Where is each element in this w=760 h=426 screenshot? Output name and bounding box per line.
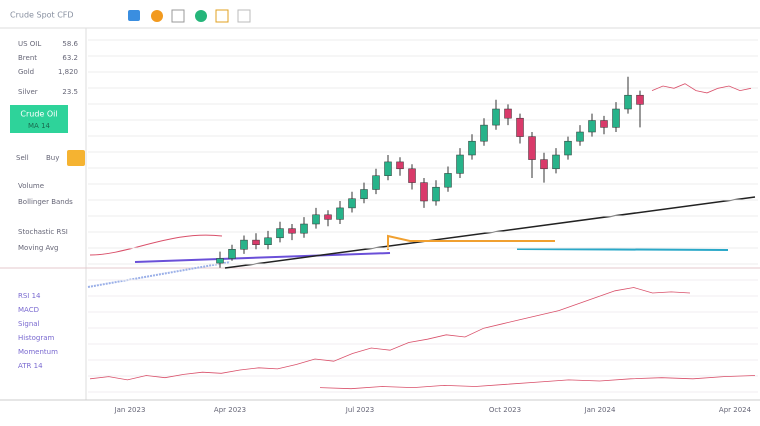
candle-body <box>492 108 500 126</box>
watch-price[interactable]: 23.5 <box>62 88 78 96</box>
indicator-label[interactable]: Signal <box>18 320 40 328</box>
trend-line <box>387 234 555 250</box>
candle-body <box>228 249 236 259</box>
candle-body <box>576 131 584 142</box>
candle-body <box>456 154 464 174</box>
indicator-label[interactable]: Histogram <box>18 334 54 342</box>
x-tick-label: Jan 2023 <box>114 406 146 414</box>
badge-sub: MA 14 <box>28 122 51 130</box>
candle-body <box>564 140 572 156</box>
tool-icon[interactable] <box>195 10 207 22</box>
indicator-label[interactable]: Moving Avg <box>18 244 58 252</box>
candle-body <box>612 108 620 128</box>
candle-body <box>348 198 356 209</box>
x-tick-label: Jan 2024 <box>584 406 616 414</box>
candle-body <box>372 175 380 190</box>
candle-body <box>540 159 548 170</box>
candle-body <box>276 228 284 239</box>
price-line <box>651 83 752 94</box>
indicator-label[interactable]: RSI 14 <box>18 292 41 300</box>
tool-icon[interactable] <box>128 10 140 21</box>
candle-body <box>600 120 608 128</box>
indicator-label[interactable]: Stochastic RSI <box>18 228 68 236</box>
watch-symbol[interactable]: Gold <box>18 68 34 76</box>
tool-icon[interactable] <box>215 9 229 23</box>
action-label[interactable]: Buy <box>46 154 59 162</box>
x-tick-label: Apr 2023 <box>214 406 246 414</box>
candle-body <box>468 140 476 156</box>
indicator-line <box>89 287 691 381</box>
candle-body <box>288 228 296 234</box>
candle-body <box>480 124 488 142</box>
trend-line <box>516 248 729 251</box>
badge-title: Crude Oil <box>20 110 57 119</box>
indicator-line <box>319 375 756 390</box>
tool-icon[interactable] <box>237 9 251 23</box>
volume-profile <box>87 261 231 288</box>
watch-price[interactable]: 1,820 <box>58 68 78 76</box>
candle-body <box>324 214 332 220</box>
chart-title: Crude Spot CFD <box>10 11 74 20</box>
candle-body <box>336 207 344 220</box>
candle-body <box>312 214 320 225</box>
indicator-label[interactable]: MACD <box>18 306 39 314</box>
candle-body <box>432 186 440 202</box>
indicator-label[interactable]: Volume <box>18 182 44 190</box>
watch-price[interactable]: 63.2 <box>62 54 78 62</box>
candle-body <box>516 117 524 137</box>
trend-line <box>134 252 391 263</box>
symbol-badge[interactable] <box>10 105 68 133</box>
candle-body <box>384 161 392 176</box>
tool-icon[interactable] <box>171 9 185 23</box>
drawing-curve <box>89 234 223 256</box>
watch-symbol[interactable]: Silver <box>18 88 38 96</box>
candle-body <box>420 182 428 202</box>
candle-body <box>408 168 416 183</box>
watch-price[interactable]: 58.6 <box>62 40 78 48</box>
candle-body <box>444 173 452 188</box>
watch-symbol[interactable]: US OIL <box>18 40 41 48</box>
candle-body <box>528 136 536 160</box>
candle-body <box>300 223 308 234</box>
x-tick-label: Apr 2024 <box>719 406 752 414</box>
candle-body <box>360 189 368 199</box>
candle-body <box>252 239 260 245</box>
x-tick-label: Oct 2023 <box>489 406 521 414</box>
candle-body <box>552 154 560 170</box>
candle-body <box>240 239 248 250</box>
watch-symbol[interactable]: Brent <box>18 54 37 62</box>
tool-icon[interactable] <box>151 10 163 22</box>
indicator-label[interactable]: Bollinger Bands <box>18 198 73 206</box>
candle-body <box>216 258 224 264</box>
candle-body <box>264 237 272 245</box>
indicator-label[interactable]: ATR 14 <box>18 362 43 370</box>
action-button[interactable] <box>67 150 85 166</box>
x-tick-label: Jul 2023 <box>345 406 375 414</box>
candle-body <box>624 94 632 110</box>
indicator-label[interactable]: Momentum <box>18 348 58 356</box>
candle-body <box>588 120 596 133</box>
candle-body <box>396 161 404 170</box>
candle-body <box>504 108 512 119</box>
candle-body <box>636 94 644 105</box>
action-label[interactable]: Sell <box>16 154 29 162</box>
